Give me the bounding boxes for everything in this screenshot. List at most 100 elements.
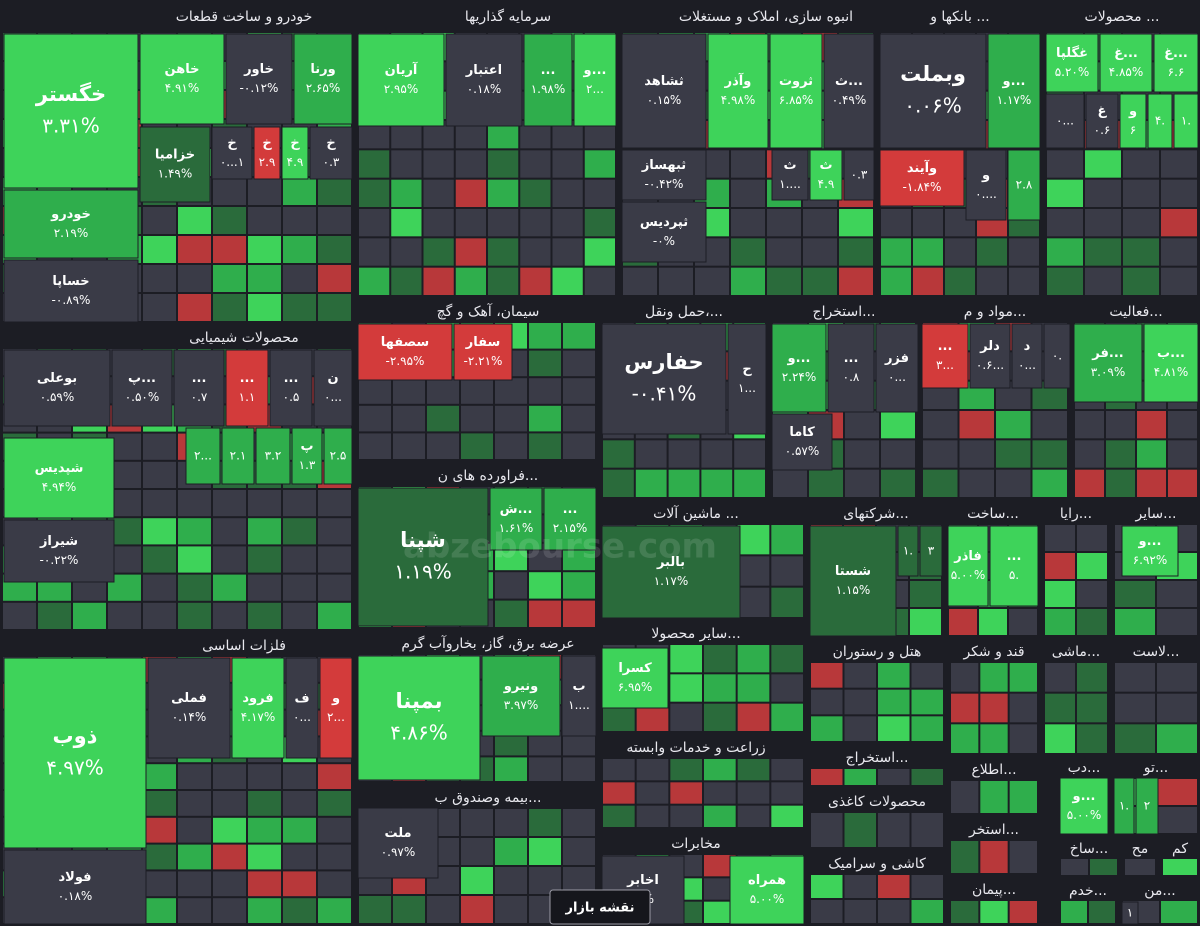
- market-map-button[interactable]: نقشه بازار: [549, 889, 651, 925]
- filler-tile: [584, 238, 615, 266]
- filler-tile: [427, 433, 459, 459]
- stock-tile: [3, 519, 115, 583]
- filler-tile: [495, 600, 527, 627]
- filler-tile: [488, 179, 519, 207]
- stock-change: ۳.۲: [265, 449, 282, 463]
- stock-change: ۵.: [1009, 568, 1019, 582]
- stock-name: خزامیا: [155, 147, 195, 162]
- filler-tile: [393, 378, 425, 404]
- filler-tile: [771, 703, 803, 731]
- filler-tile: [563, 405, 595, 432]
- filler-tile: [178, 294, 211, 321]
- filler-tile: [213, 791, 246, 816]
- stock-tile: [965, 149, 1007, 221]
- filler-tile: [811, 813, 843, 847]
- filler-tile: [811, 875, 843, 898]
- filler-tile: [737, 587, 770, 617]
- stock-name: و...: [1002, 74, 1026, 89]
- stock-tile: [769, 33, 823, 149]
- filler-tile: [844, 689, 876, 715]
- filler-tile: [552, 179, 583, 207]
- stock-tile: [1121, 901, 1139, 925]
- stock-tile: [319, 657, 353, 759]
- stock-change: ۴.۹۱%: [165, 81, 200, 95]
- sector-title: محصولات شیمیایی: [189, 330, 299, 346]
- filler-tile: [283, 265, 316, 292]
- stock-name: آریان: [385, 61, 418, 78]
- stock-change: ۰...: [1018, 358, 1036, 372]
- filler-tile: [248, 207, 281, 234]
- filler-tile: [213, 764, 246, 789]
- stock-tile: [3, 189, 139, 259]
- sector-title: ماشی...: [1052, 644, 1101, 660]
- filler-tile: [844, 813, 876, 847]
- filler-tile: [461, 838, 493, 865]
- filler-tile: [143, 602, 176, 629]
- stock-tile: [481, 655, 561, 737]
- filler-tile: [771, 645, 803, 673]
- filler-tile: [1077, 693, 1107, 723]
- stock-tile: [173, 349, 225, 427]
- stock-change: -۰.۸۹%: [52, 293, 91, 307]
- stock-change: ۰.۱۴%: [172, 710, 207, 724]
- filler-tile: [980, 724, 1008, 753]
- filler-tile: [1123, 209, 1159, 237]
- stock-tile: [225, 33, 293, 125]
- stock-name: وبملت: [900, 62, 966, 86]
- stock-name: ثشاهد: [644, 74, 684, 89]
- filler-tile: [1075, 440, 1104, 468]
- sector-title: سیمان، آهک و گچ: [437, 303, 540, 320]
- stock-tile: [1099, 33, 1153, 93]
- filler-tile: [283, 518, 316, 545]
- stock-change: ۴.۸۶%: [390, 721, 448, 745]
- filler-tile: [737, 674, 770, 702]
- filler-tile: [910, 581, 941, 607]
- filler-tile: [520, 150, 551, 178]
- filler-tile: [178, 490, 211, 517]
- sector: فلزات اساسی ذوب ۴.۹۷% فولاد ۰.۱۸% فملی ۰.۱۴% فر…: [3, 638, 353, 925]
- stock-tile: [601, 647, 669, 709]
- filler-tile: [248, 490, 281, 517]
- stock-name: غ: [1098, 104, 1108, 119]
- sector-title: استخر...: [968, 822, 1019, 838]
- filler-tile: [1045, 525, 1075, 551]
- filler-tile: [529, 350, 561, 377]
- filler-tile: [520, 209, 551, 237]
- filler-tile: [213, 490, 246, 517]
- sector-title: هتل و رستوران: [833, 644, 922, 660]
- sector-title: کاشی و سرامیک: [828, 856, 926, 872]
- filler-tile: [668, 440, 700, 468]
- filler-tile: [603, 469, 634, 497]
- sector-title: مح: [1132, 841, 1149, 857]
- filler-tile: [670, 703, 702, 731]
- sector: استخراج... و... ۲.۲۴%... ۰.۸ فزر ۰... کاما ۰.۵۷…: [771, 304, 919, 497]
- stock-name: سفار: [465, 335, 501, 350]
- filler-tile: [584, 209, 615, 237]
- sector-title: رایا...: [1060, 506, 1092, 522]
- filler-tile: [178, 236, 211, 263]
- stock-change: ۰...: [293, 710, 311, 724]
- filler-tile: [495, 572, 527, 599]
- sector-title: حمل ونقل،...: [645, 304, 723, 320]
- stock-change: ۰.: [1052, 349, 1062, 363]
- stock-change: ۱.۱۹%: [394, 560, 452, 584]
- filler-tile: [318, 898, 351, 923]
- filler-tile: [1123, 238, 1159, 266]
- filler-tile: [737, 782, 770, 804]
- sector-title: مخابرات: [671, 836, 721, 852]
- stock-change: ۲.۹: [259, 155, 276, 169]
- filler-tile: [737, 525, 770, 555]
- filler-tile: [878, 716, 910, 741]
- filler-tile: [1125, 859, 1155, 875]
- filler-tile: [704, 703, 736, 731]
- sector: سایر... و... ۶.۹۲%: [1115, 506, 1197, 635]
- filler-tile: [529, 731, 561, 756]
- stock-change: ۴.۱۷%: [241, 710, 276, 724]
- filler-tile: [552, 238, 583, 266]
- filler-tile: [734, 440, 765, 468]
- stock-tile: [921, 323, 969, 389]
- stock-name: ورنا: [310, 62, 335, 77]
- stock-name: کاما: [789, 425, 815, 440]
- filler-tile: [1163, 859, 1197, 875]
